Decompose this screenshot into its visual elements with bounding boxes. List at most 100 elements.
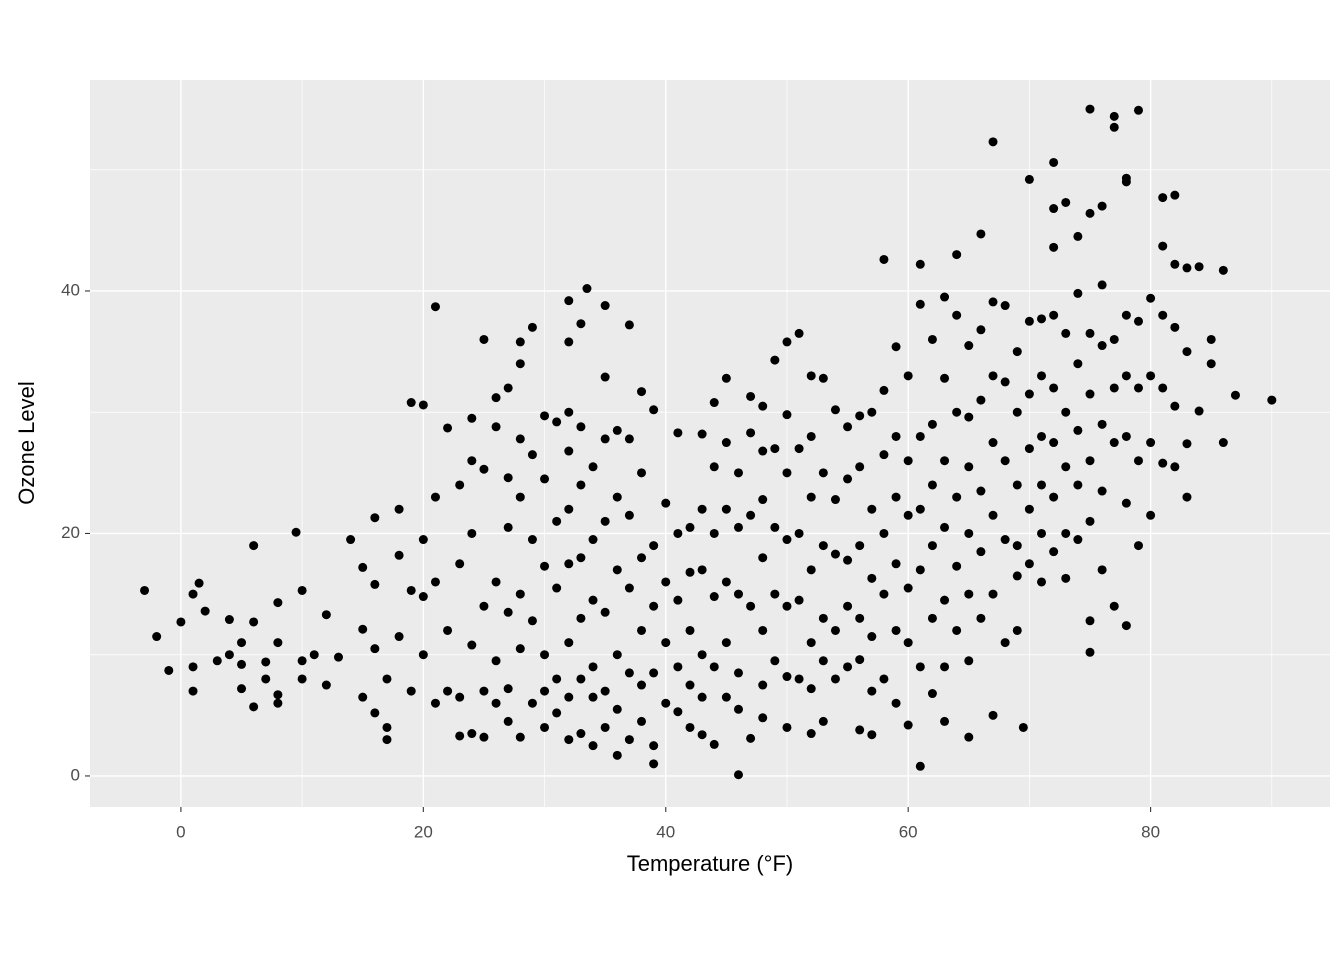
point (152, 632, 162, 642)
x-tick-label: 60 (899, 822, 918, 841)
point (940, 716, 950, 726)
x-tick-label: 20 (414, 822, 433, 841)
point (673, 707, 683, 717)
point (988, 589, 998, 599)
point (879, 528, 889, 538)
point (382, 735, 392, 745)
point (782, 410, 792, 420)
point (1085, 328, 1095, 338)
point (927, 689, 937, 699)
point (1085, 516, 1095, 526)
point (891, 431, 901, 441)
point (176, 617, 186, 627)
point (188, 686, 198, 696)
point (467, 528, 477, 538)
point (818, 656, 828, 666)
point (261, 674, 271, 684)
point (1049, 310, 1059, 320)
point (940, 522, 950, 532)
point (843, 662, 853, 672)
point (455, 480, 465, 490)
point (976, 395, 986, 405)
point (491, 393, 501, 403)
point (297, 656, 307, 666)
point (746, 510, 756, 520)
point (503, 684, 513, 694)
point (782, 337, 792, 347)
point (194, 578, 204, 588)
point (564, 296, 574, 306)
point (867, 686, 877, 696)
point (1230, 390, 1240, 400)
point (867, 573, 877, 583)
point (479, 464, 489, 474)
point (1097, 419, 1107, 429)
point (1109, 111, 1119, 121)
point (600, 722, 610, 732)
point (843, 474, 853, 484)
point (140, 585, 150, 595)
point (576, 319, 586, 329)
point (915, 504, 925, 514)
point (1049, 242, 1059, 252)
point (600, 301, 610, 311)
point (1133, 316, 1143, 326)
point (988, 297, 998, 307)
point (794, 528, 804, 538)
point (685, 722, 695, 732)
point (1049, 204, 1059, 214)
point (273, 690, 283, 700)
point (224, 650, 234, 660)
point (649, 541, 659, 551)
point (806, 371, 816, 381)
point (1121, 431, 1131, 441)
point (976, 613, 986, 623)
point (406, 398, 416, 408)
point (1109, 334, 1119, 344)
point (1049, 157, 1059, 167)
point (588, 741, 598, 751)
point (1097, 486, 1107, 496)
point (1037, 431, 1047, 441)
point (455, 559, 465, 569)
point (1061, 528, 1071, 538)
point (1073, 480, 1083, 490)
point (697, 730, 707, 740)
point (455, 731, 465, 741)
point (794, 674, 804, 684)
point (418, 535, 428, 545)
point (1012, 480, 1022, 490)
point (673, 428, 683, 438)
point (855, 411, 865, 421)
point (1109, 601, 1119, 611)
panel (90, 80, 1330, 807)
point (1121, 177, 1131, 187)
point (952, 492, 962, 502)
point (1121, 498, 1131, 508)
point (867, 632, 877, 642)
point (867, 730, 877, 740)
point (988, 438, 998, 448)
point (564, 559, 574, 569)
point (964, 462, 974, 472)
point (867, 407, 877, 417)
point (649, 668, 659, 678)
point (370, 513, 380, 523)
point (1121, 621, 1131, 631)
x-axis-title: Temperature (°F) (627, 851, 794, 876)
point (1146, 510, 1156, 520)
point (188, 662, 198, 672)
y-axis-title: Ozone Level (14, 381, 39, 505)
point (903, 583, 913, 593)
point (430, 302, 440, 312)
point (891, 625, 901, 635)
point (1024, 444, 1034, 454)
point (540, 474, 550, 484)
point (370, 579, 380, 589)
point (612, 650, 622, 660)
point (964, 412, 974, 422)
point (1073, 231, 1083, 241)
point (843, 555, 853, 565)
point (940, 595, 950, 605)
point (552, 674, 562, 684)
